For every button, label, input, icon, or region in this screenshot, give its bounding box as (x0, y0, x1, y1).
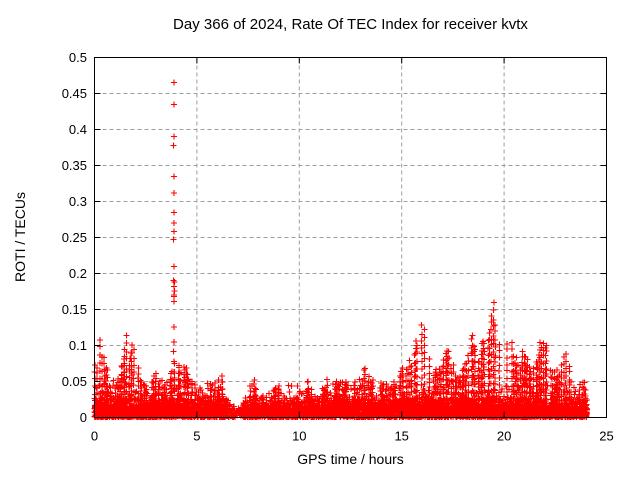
y-tick-label: 0.1 (69, 338, 87, 353)
y-tick-label: 0.3 (69, 194, 87, 209)
roti-data-points (91, 79, 590, 420)
y-tick-label: 0.4 (69, 122, 87, 137)
x-axis-label: GPS time / hours (297, 451, 404, 467)
x-tick-label: 20 (497, 429, 511, 444)
y-tick-label: 0.35 (62, 158, 87, 173)
y-tick-label: 0.15 (62, 302, 87, 317)
y-tick-label: 0.2 (69, 266, 87, 281)
x-tick-label: 10 (292, 429, 306, 444)
y-tick-label: 0.5 (69, 50, 87, 65)
chart-title: Day 366 of 2024, Rate Of TEC Index for r… (173, 16, 528, 33)
y-tick-label: 0.25 (62, 230, 87, 245)
y-tick-label: 0.05 (62, 374, 87, 389)
x-tick-label: 15 (394, 429, 408, 444)
x-tick-label: 5 (193, 429, 200, 444)
y-tick-label: 0.45 (62, 86, 87, 101)
y-tick-label: 0 (80, 410, 87, 425)
x-tick-label: 0 (91, 429, 98, 444)
x-tick-label: 25 (599, 429, 613, 444)
